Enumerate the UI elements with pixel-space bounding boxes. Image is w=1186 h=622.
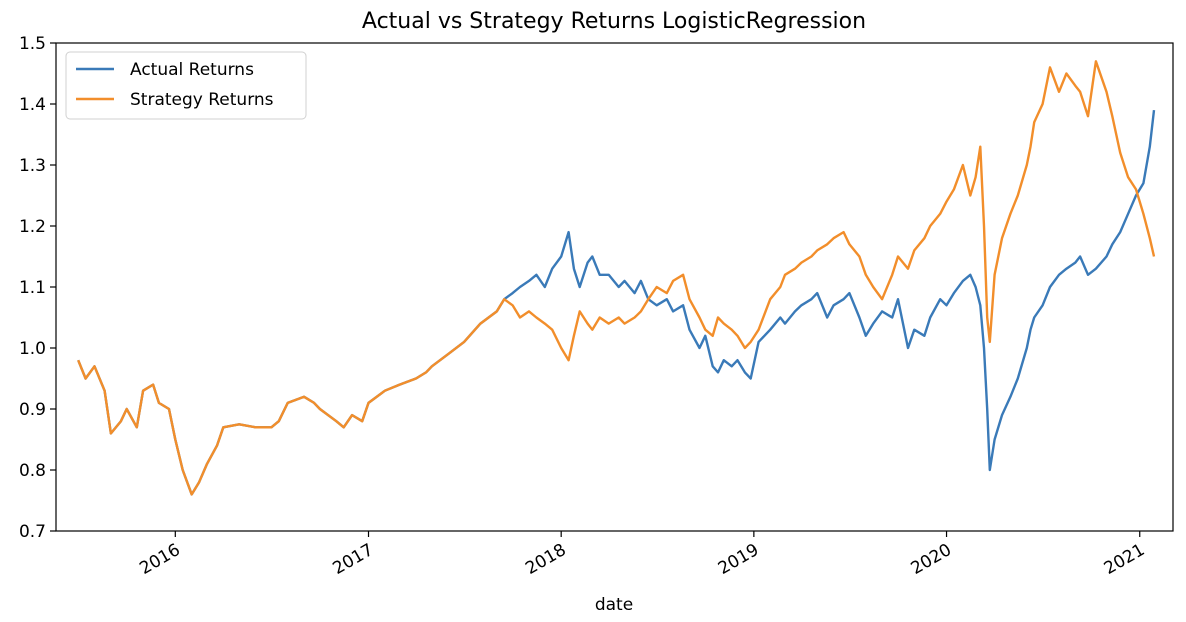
y-tick-label: 0.8	[19, 461, 46, 481]
x-axis-label: date	[595, 595, 633, 615]
y-tick-label: 1.0	[19, 339, 46, 359]
x-tick-label: 2017	[330, 540, 377, 579]
y-tick-label: 1.1	[19, 278, 46, 298]
x-tick-label: 2021	[1101, 540, 1148, 579]
plot-area	[77, 60, 1156, 496]
x-tick-label: 2018	[522, 540, 569, 579]
y-tick-label: 1.5	[19, 34, 46, 54]
legend-label: Actual Returns	[130, 60, 254, 80]
legend-label: Strategy Returns	[130, 90, 274, 110]
y-tick-label: 1.3	[19, 156, 46, 176]
x-tick-label: 2019	[715, 540, 762, 579]
y-axis: 0.7 0.8 0.9 1.0 1.1 1.2 1.3 1.4 1.5	[19, 34, 56, 542]
x-axis: 2016 2017 2018 2019 2020 2021	[136, 531, 1148, 579]
legend-box	[65, 51, 307, 120]
y-tick-label: 0.7	[19, 522, 46, 542]
series-line-strategy-returns	[77, 60, 1156, 496]
legend: Actual Returns Strategy Returns	[65, 51, 307, 120]
x-tick-label: 2020	[908, 540, 955, 579]
y-tick-label: 0.9	[19, 400, 46, 420]
y-tick-label: 1.4	[19, 95, 46, 115]
x-tick-label: 2016	[136, 540, 183, 579]
y-tick-label: 1.2	[19, 217, 46, 237]
chart-title: Actual vs Strategy Returns LogisticRegre…	[362, 9, 866, 34]
